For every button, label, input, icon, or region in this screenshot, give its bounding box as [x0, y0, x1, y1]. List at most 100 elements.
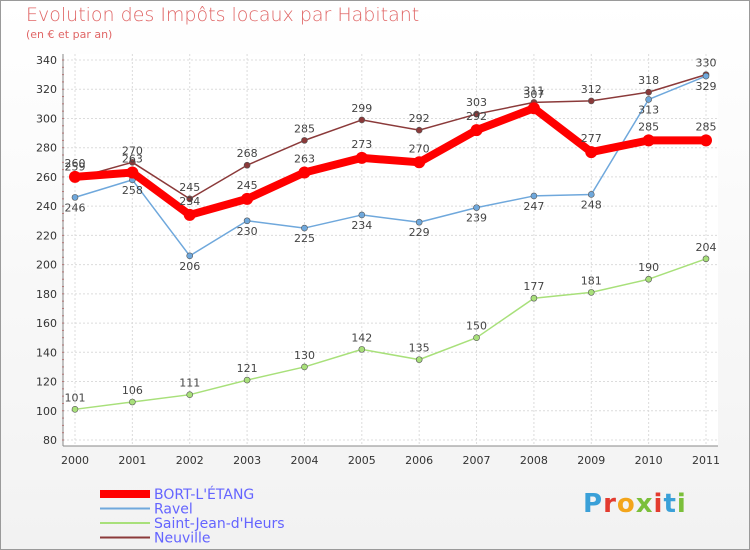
data-label: 181	[581, 274, 602, 287]
data-label: 292	[409, 112, 430, 125]
data-point	[587, 289, 595, 296]
x-tick-label: 2010	[635, 454, 663, 467]
data-label: 239	[466, 212, 487, 225]
x-tick-label: 2007	[463, 454, 491, 467]
logo-letter: r	[603, 489, 617, 519]
data-label: 285	[696, 120, 717, 133]
data-point	[71, 406, 79, 413]
x-tick-label: 2008	[520, 454, 548, 467]
data-point	[186, 252, 194, 260]
data-label: 206	[179, 260, 200, 273]
logo-letter: P	[583, 489, 604, 519]
data-label: 177	[523, 280, 544, 293]
data-point	[473, 204, 480, 211]
data-label: 312	[581, 83, 602, 96]
logo-letter: i	[676, 489, 687, 519]
data-label: 303	[466, 96, 487, 109]
data-label: 260	[65, 157, 86, 170]
data-point	[645, 88, 652, 96]
data-point	[645, 96, 652, 103]
x-tick-label: 2000	[61, 454, 89, 467]
data-point	[700, 134, 712, 147]
logo-letter: o	[616, 489, 636, 519]
data-label: 292	[466, 110, 487, 123]
y-tick-label: 300	[36, 112, 57, 125]
y-tick-label: 80	[43, 434, 57, 447]
data-label: 101	[65, 391, 86, 404]
data-label: 270	[122, 144, 143, 157]
x-tick-label: 2005	[348, 454, 376, 467]
data-point	[358, 346, 366, 353]
data-label: 130	[294, 349, 315, 362]
data-label: 247	[523, 200, 544, 213]
data-point	[186, 195, 194, 203]
data-point	[530, 192, 538, 200]
y-tick-label: 220	[36, 229, 57, 242]
data-label: 190	[638, 261, 659, 274]
data-point	[243, 376, 251, 384]
data-label: 245	[237, 179, 258, 192]
y-tick-label: 180	[36, 288, 57, 301]
data-point	[241, 192, 254, 205]
data-point	[530, 294, 538, 302]
data-label: 150	[466, 320, 487, 333]
data-point	[473, 110, 480, 118]
data-label: 245	[179, 181, 200, 194]
x-tick-label: 2004	[290, 454, 318, 467]
legend-label: BORT-L'ÉTANG	[154, 486, 254, 503]
data-point	[415, 126, 423, 134]
data-point	[243, 161, 251, 169]
data-label: 111	[179, 377, 200, 390]
x-tick-label: 2003	[233, 454, 261, 467]
data-label: 268	[237, 147, 258, 160]
x-tick-label: 2009	[577, 454, 605, 467]
logo-letter: x	[635, 489, 654, 519]
data-label: 313	[638, 103, 659, 116]
proxiti-logo: Proxiti	[583, 489, 687, 519]
data-label: 263	[122, 153, 143, 166]
data-point	[71, 194, 79, 201]
data-point	[473, 334, 480, 341]
y-tick-label: 280	[36, 142, 57, 155]
series-line-3	[74, 73, 707, 200]
data-label: 307	[523, 88, 544, 101]
data-label: 285	[294, 122, 315, 135]
data-label: 259	[65, 160, 86, 173]
data-point	[355, 151, 368, 164]
data-label: 142	[351, 331, 372, 344]
data-label: 234	[351, 219, 372, 232]
data-point	[702, 255, 710, 263]
data-point	[298, 166, 311, 179]
y-tick-label: 340	[36, 54, 57, 67]
data-point	[358, 211, 366, 219]
data-point	[413, 156, 426, 169]
data-point	[301, 224, 308, 232]
data-point	[129, 159, 136, 166]
x-tick-label: 2006	[405, 454, 433, 467]
data-point	[126, 166, 139, 179]
data-point	[129, 398, 136, 406]
data-label: 330	[696, 57, 717, 70]
plot-area	[63, 54, 718, 446]
y-tick-label: 240	[36, 200, 57, 213]
y-tick-label: 260	[36, 171, 57, 184]
data-point	[243, 217, 251, 225]
data-point	[69, 170, 81, 183]
chart-subtitle: (en € et par an)	[26, 28, 113, 41]
y-tick-label: 120	[36, 376, 57, 389]
series-line-0	[74, 104, 706, 219]
chart-title: Evolution des Impôts locaux par Habitant	[26, 4, 420, 26]
data-label: 299	[351, 102, 372, 115]
data-label: 135	[409, 342, 430, 355]
data-point	[186, 391, 194, 398]
y-tick-label: 200	[36, 259, 57, 272]
legend-label: Ravel	[154, 502, 193, 518]
data-point	[645, 275, 652, 283]
x-tick-label: 2011	[692, 454, 720, 467]
data-label: 121	[237, 362, 258, 375]
y-tick-label: 160	[36, 317, 57, 330]
x-tick-label: 2002	[176, 454, 204, 467]
data-label: 277	[581, 132, 602, 145]
x-tick-label: 2001	[118, 454, 146, 467]
